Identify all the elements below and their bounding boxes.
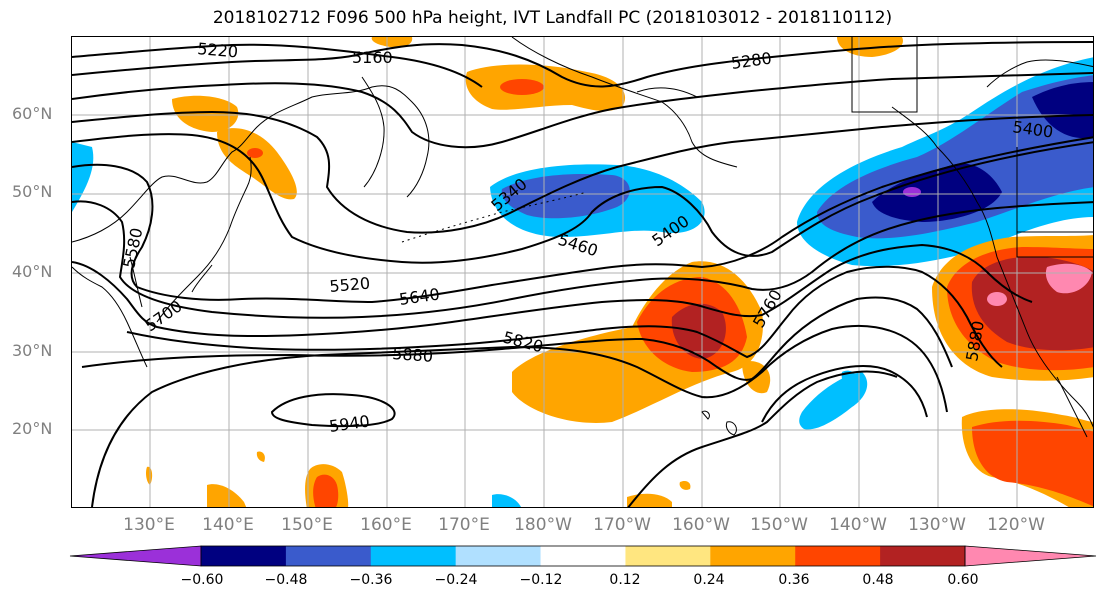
- colorbar: [69, 545, 1097, 567]
- contour-label: 5940: [328, 411, 371, 435]
- colorbar-tick-label: −0.48: [264, 572, 308, 588]
- coastlines: [72, 37, 1093, 438]
- colorbar-tick-label: −0.36: [349, 572, 393, 588]
- lat-label-30n: 30°N: [12, 341, 53, 360]
- lon-label: 150°W: [750, 515, 808, 535]
- colorbar-segment: [795, 546, 881, 566]
- lon-label: 160°W: [672, 515, 730, 535]
- contour-label: 5160: [352, 48, 393, 67]
- lon-label: 150°E: [281, 515, 333, 535]
- contour-label: 5220: [197, 39, 239, 61]
- contour-label: 5280: [730, 48, 773, 72]
- lon-label: 140°E: [202, 515, 254, 535]
- lon-label: 160°E: [360, 515, 412, 535]
- colorbar-extend-max: [964, 545, 1097, 567]
- lon-label: 180°W: [514, 515, 572, 535]
- map-panel: 5220 5160 5280 5400 5340 5460 5400 5580 …: [71, 36, 1094, 508]
- colorbar-segment: [201, 546, 287, 566]
- colorbar-segment: [625, 546, 711, 566]
- colorbar-segment: [455, 546, 542, 566]
- lon-label: 130°E: [123, 515, 175, 535]
- lon-label: 170°E: [438, 515, 490, 535]
- colorbar-outline: [200, 545, 966, 567]
- lat-label-50n: 50°N: [12, 182, 53, 201]
- lat-label-20n: 20°N: [12, 419, 53, 438]
- contour-label: 5640: [398, 284, 441, 308]
- lon-label: 120°W: [987, 515, 1045, 535]
- colorbar-tick-label: 0.48: [862, 572, 894, 588]
- colorbar-segments: [69, 545, 1097, 567]
- colorbar-tick-label: 0.24: [693, 572, 725, 588]
- colorbar-tick-label: 0.60: [947, 572, 979, 588]
- colorbar-segment: [540, 546, 626, 566]
- lon-label: 140°W: [829, 515, 887, 535]
- colorbar-tick-label: −0.12: [519, 572, 563, 588]
- colorbar-tick-label: 0.36: [778, 572, 810, 588]
- colorbar-segment: [285, 546, 372, 566]
- lon-label: 170°W: [593, 515, 651, 535]
- colorbar-segment: [370, 546, 457, 566]
- lat-label-60n: 60°N: [12, 104, 53, 123]
- height-contours: [72, 41, 1093, 507]
- map-title: 2018102712 F096 500 hPa height, IVT Land…: [212, 8, 893, 28]
- colorbar-extend-min: [69, 545, 202, 567]
- lon-label: 130°W: [908, 515, 966, 535]
- colorbar-segment: [880, 546, 966, 566]
- colorbar-tick-label: −0.60: [180, 572, 224, 588]
- contour-label: 5880: [392, 344, 434, 366]
- contour-label: 5520: [329, 274, 371, 296]
- colorbar-segment: [710, 546, 796, 566]
- map-canvas: 5220 5160 5280 5400 5340 5460 5400 5580 …: [72, 37, 1093, 507]
- colorbar-tick-label: 0.12: [609, 572, 641, 588]
- lat-label-40n: 40°N: [12, 262, 53, 281]
- colorbar-tick-label: −0.24: [434, 572, 478, 588]
